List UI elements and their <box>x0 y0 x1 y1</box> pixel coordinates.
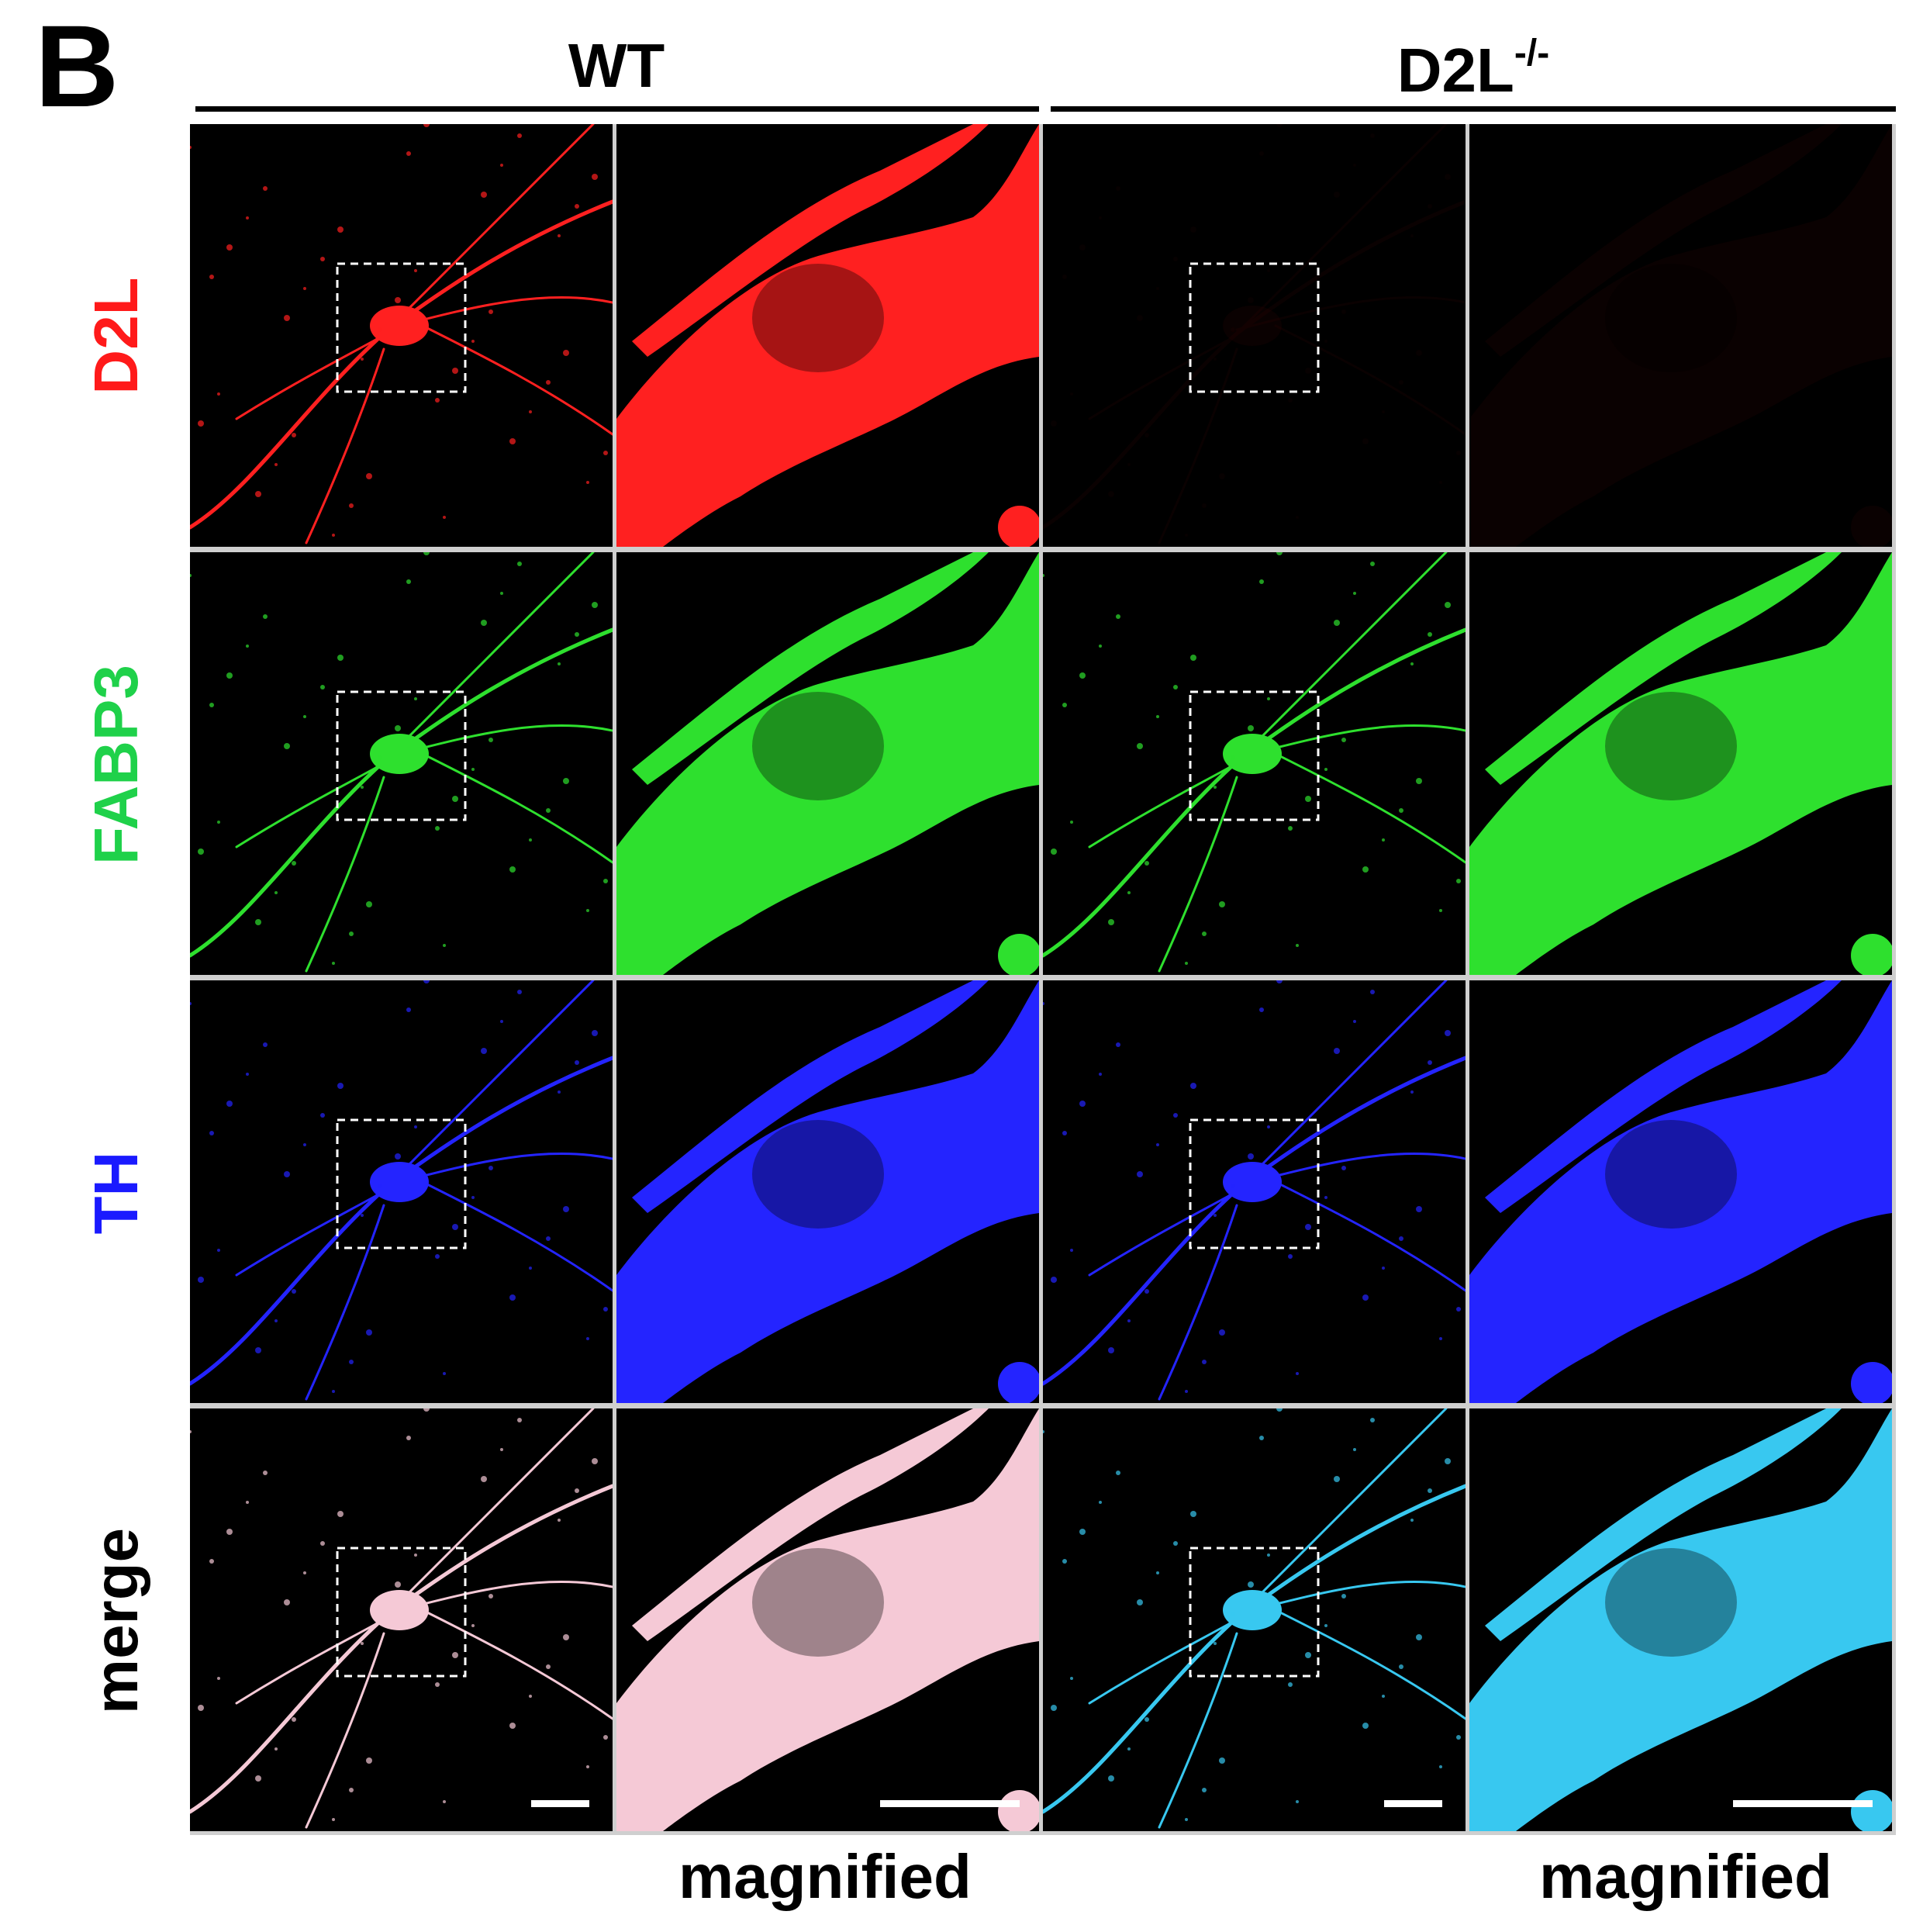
row-label-th: TH <box>81 1151 150 1235</box>
group-header-knockout: D2L-/- <box>1051 35 1896 102</box>
footer-magnified-wt: magnified <box>678 1842 972 1911</box>
group-rule-knockout <box>1051 106 1896 112</box>
micrograph-tile <box>1043 980 1466 1403</box>
row-label-d2l: D2L <box>81 277 150 395</box>
group-header-wt: WT <box>568 31 665 100</box>
micrograph-tile <box>1043 552 1466 975</box>
micrograph-tile <box>1043 1408 1466 1831</box>
micrograph-tile <box>1469 1408 1892 1831</box>
micrograph-tile <box>190 980 613 1403</box>
group-header-knockout-sup: -/- <box>1514 33 1550 74</box>
micrograph-tile <box>190 1408 613 1831</box>
row-label-merge: merge <box>81 1527 150 1715</box>
group-rule-wt <box>195 106 1039 112</box>
panel-letter: B <box>35 1 119 131</box>
micrograph-tile <box>190 552 613 975</box>
micrograph-tile <box>616 124 1039 547</box>
micrograph-tile <box>616 980 1039 1403</box>
micrograph-tile <box>1469 552 1892 975</box>
micrograph-tile <box>190 124 613 547</box>
micrograph-grid <box>190 124 1896 1835</box>
footer-magnified-knockout: magnified <box>1539 1842 1832 1911</box>
micrograph-tile <box>1043 124 1466 547</box>
micrograph-tile <box>1469 980 1892 1403</box>
micrograph-tile <box>1469 124 1892 547</box>
micrograph-tile <box>616 1408 1039 1831</box>
group-header-knockout-main: D2L <box>1397 36 1514 105</box>
micrograph-tile <box>616 552 1039 975</box>
row-label-fabp3: FABP3 <box>81 665 150 865</box>
